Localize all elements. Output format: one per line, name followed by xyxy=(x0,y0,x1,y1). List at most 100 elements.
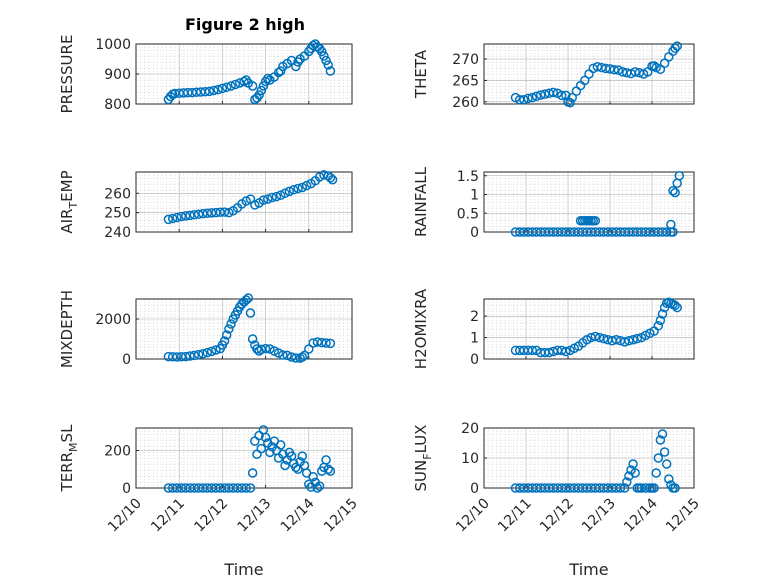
data-point xyxy=(185,351,195,361)
x-tick-label: 12/13 xyxy=(235,496,275,536)
data-point xyxy=(304,344,314,354)
data-point xyxy=(657,429,668,439)
data-point xyxy=(590,216,601,226)
data-point xyxy=(180,211,191,221)
panel-pressure: 800 900 1000 PRESSURE xyxy=(58,35,353,114)
y-tick-label: 260 xyxy=(452,95,479,111)
data-point xyxy=(611,334,622,345)
data-point xyxy=(299,350,310,361)
data-point xyxy=(649,483,659,493)
data-point xyxy=(221,82,232,92)
data-point xyxy=(624,336,634,346)
data-point xyxy=(321,55,331,66)
data-point xyxy=(265,447,275,458)
panel-rainfall: 0 0.5 1 1.5 RAINFALL xyxy=(412,166,695,241)
data-point xyxy=(247,468,258,478)
y-tick-label: 20 xyxy=(461,421,479,437)
data-point xyxy=(247,81,258,91)
y-tick-label: 1.5 xyxy=(457,169,479,185)
y-axis-label: PRESSURE xyxy=(58,35,76,114)
data-point xyxy=(664,474,674,484)
data-point xyxy=(260,432,271,443)
y-axis-label: TERRMSL xyxy=(58,424,80,493)
data-point xyxy=(275,66,286,76)
data-point xyxy=(613,65,624,75)
data-point xyxy=(630,468,640,478)
data-point xyxy=(219,336,230,346)
axes-box xyxy=(483,298,695,360)
data-point xyxy=(556,90,567,101)
x-tick-label: 12/12 xyxy=(191,496,231,536)
y-tick-label: 1000 xyxy=(95,37,131,53)
data-point xyxy=(250,436,260,446)
data-point xyxy=(282,350,292,361)
y-tick-label: 900 xyxy=(104,67,131,83)
x-axis-label: Time xyxy=(568,560,608,579)
data-point xyxy=(163,214,174,225)
data-point xyxy=(286,55,297,66)
data-point xyxy=(256,443,267,454)
panel-h2omixra: 0 1 2 H2OMIXRA xyxy=(412,288,695,369)
data-point xyxy=(245,483,256,493)
y-tick-label: 270 xyxy=(452,52,479,68)
x-tick-label: 12/14 xyxy=(278,495,318,535)
data-point xyxy=(288,185,299,195)
y-tick-label: 0 xyxy=(122,352,131,368)
data-point xyxy=(275,190,286,200)
data-point xyxy=(291,61,301,72)
data-point xyxy=(567,92,577,103)
data-point xyxy=(204,86,215,97)
data-point xyxy=(619,337,630,347)
data-point xyxy=(280,460,290,471)
data-point xyxy=(325,66,336,76)
data-point xyxy=(258,81,269,91)
y-axis-label: H2OMIXRA xyxy=(412,288,430,369)
data-point xyxy=(527,92,538,103)
data-point xyxy=(321,455,331,465)
data-point xyxy=(206,346,217,357)
data-point xyxy=(224,324,234,334)
data-point xyxy=(544,347,554,358)
data-point xyxy=(263,73,273,84)
data-point xyxy=(659,58,670,69)
data-point xyxy=(317,46,327,57)
y-tick-label: 0 xyxy=(122,481,131,497)
data-point xyxy=(267,192,277,203)
data-point xyxy=(273,67,284,78)
panel-terr-msl: 12/10 12/11 12/12 12/13 12/14 12/15 0 200 TERRMS… xyxy=(58,424,361,579)
data-point xyxy=(594,332,605,343)
axes-box xyxy=(135,43,353,105)
data-point xyxy=(275,440,286,450)
panel-mixdepth: 0 2000 MIXDEPTH xyxy=(58,290,353,368)
data-point xyxy=(209,85,219,96)
data-point xyxy=(265,344,275,354)
data-point xyxy=(189,350,200,361)
data-point xyxy=(198,349,208,359)
data-point xyxy=(185,210,195,221)
data-point xyxy=(325,466,336,476)
y-tick-label: 1 xyxy=(470,188,479,204)
data-point xyxy=(565,97,575,108)
x-tick-label: 12/15 xyxy=(321,496,361,536)
y-tick-label: 200 xyxy=(104,444,131,460)
data-point xyxy=(314,481,325,491)
axes-box xyxy=(483,427,695,489)
y-tick-label: 0.5 xyxy=(457,206,479,222)
data-point xyxy=(619,483,630,493)
data-point xyxy=(217,83,228,94)
y-tick-label: 2000 xyxy=(95,312,131,328)
data-point xyxy=(312,483,323,493)
data-point xyxy=(670,43,680,54)
data-point xyxy=(325,173,336,183)
data-point xyxy=(189,210,200,220)
data-point xyxy=(226,319,236,329)
data-point xyxy=(628,334,638,345)
data-point xyxy=(211,345,221,355)
data-point xyxy=(672,302,682,313)
figure-title: Figure 2 high xyxy=(185,15,305,34)
data-point xyxy=(319,51,329,61)
data-point xyxy=(252,449,262,459)
data-point xyxy=(286,352,297,362)
x-tick-label: 12/11 xyxy=(148,496,188,536)
